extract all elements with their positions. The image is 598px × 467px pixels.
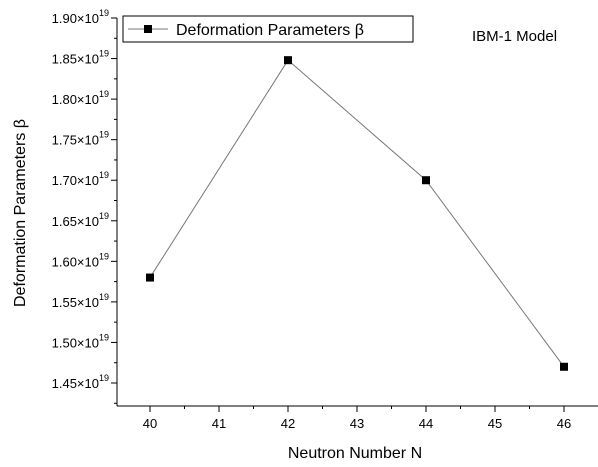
data-point: [560, 362, 568, 371]
y-tick-label: 1.55×1019: [52, 292, 109, 310]
x-tick-label: 44: [419, 416, 433, 431]
x-axis-ticks: 40 41 42 43 44 45 46: [143, 406, 571, 431]
x-tick-label: 41: [212, 416, 226, 431]
y-tick-exponent: 19: [99, 211, 109, 221]
y-tick-exponent: 19: [99, 49, 109, 59]
y-tick-exponent: 19: [99, 89, 109, 99]
y-tick-exponent: 19: [99, 373, 109, 383]
series-layer: [146, 56, 568, 371]
x-tick-label: 46: [557, 416, 571, 431]
y-tick-label: 1.50×1019: [52, 332, 109, 350]
x-tick-label: 45: [488, 416, 502, 431]
data-point: [146, 273, 154, 282]
x-tick-label: 43: [350, 416, 364, 431]
y-tick-exponent: 19: [99, 292, 109, 302]
x-tick-label: 42: [281, 416, 295, 431]
y-tick-label: 1.60×1019: [52, 251, 109, 269]
x-tick-label: 40: [143, 416, 157, 431]
series-line: [149, 59, 565, 368]
legend-marker-sample: [144, 25, 152, 33]
y-tick-exponent: 19: [99, 170, 109, 180]
legend-box: [122, 15, 414, 43]
y-tick-exponent: 19: [99, 332, 109, 342]
y-tick-exponent: 19: [99, 8, 109, 18]
y-tick-exponent: 19: [99, 130, 109, 140]
data-point: [284, 56, 292, 65]
data-point: [422, 176, 430, 185]
y-axis-title: Deformation Parameters β: [12, 119, 29, 307]
x-axis-title: Neutron Number N: [288, 445, 422, 462]
y-tick-label: 1.85×1019: [52, 49, 109, 67]
model-annotation: IBM-1 Model: [472, 28, 557, 45]
legend: Deformation Parameters β: [122, 15, 414, 43]
y-tick-exponent: 19: [99, 251, 109, 261]
y-tick-label: 1.70×1019: [52, 170, 109, 188]
y-axis-ticks: 1.45×1019 1.50×1019 1.55×1019 1.60×1019 1.65…: [52, 8, 117, 404]
y-tick-label: 1.65×1019: [52, 211, 109, 229]
y-tick-label: 1.90×1019: [52, 8, 109, 26]
y-tick-label: 1.75×1019: [52, 130, 109, 148]
legend-label: Deformation Parameters β: [176, 22, 364, 39]
y-tick-label: 1.80×1019: [52, 89, 109, 107]
y-tick-label: 1.45×1019: [52, 373, 109, 391]
